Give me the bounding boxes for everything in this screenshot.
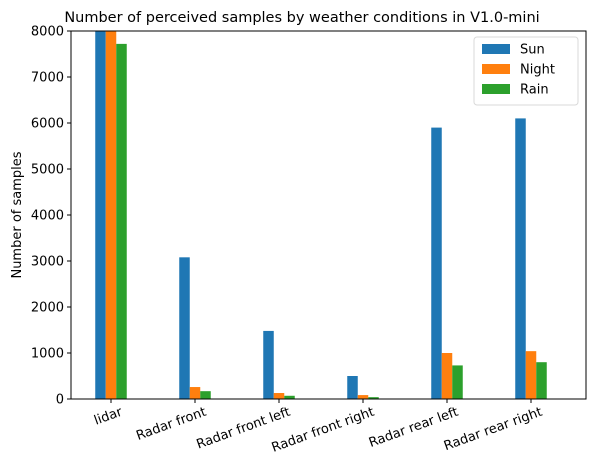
y-axis-ticks: 0 1000 2000 3000 4000 5000 6000 7000 8000	[31, 25, 71, 408]
bar-night-2	[273, 393, 285, 399]
bar-night-5	[525, 351, 537, 399]
bar-rain-1	[200, 391, 211, 399]
y-tick-label: 3000	[31, 255, 64, 270]
y-axis-label: Number of samples	[10, 151, 25, 278]
y-tick-label: 2000	[31, 301, 64, 316]
bar-rain-2	[284, 395, 295, 399]
bar-night-1	[189, 387, 201, 399]
plot-frame	[70, 30, 587, 400]
bar-rain-4	[452, 365, 463, 399]
y-tick-label: 0	[56, 393, 64, 408]
legend-label-night: Night	[520, 63, 555, 78]
bar-sun-1	[179, 257, 190, 399]
bar-sun-2	[263, 330, 274, 399]
legend: Sun Night Rain	[473, 36, 579, 106]
bar-night-0	[105, 31, 117, 399]
legend-swatch-night	[482, 64, 510, 74]
bars-layer	[95, 31, 547, 400]
y-tick-label: 1000	[31, 347, 64, 362]
legend-label-rain: Rain	[520, 83, 549, 98]
bar-rain-3	[368, 397, 379, 399]
bar-sun-0	[95, 31, 106, 399]
y-tick-label: 5000	[31, 163, 64, 178]
legend-swatch-sun	[482, 44, 510, 54]
bar-rain-0	[116, 43, 127, 399]
y-tick-label: 7000	[31, 71, 64, 86]
bar-night-3	[357, 395, 369, 399]
y-tick-label: 8000	[31, 25, 64, 40]
legend-swatch-rain	[482, 84, 510, 94]
chart-title: Number of perceived samples by weather c…	[64, 10, 539, 26]
y-tick-label: 6000	[31, 117, 64, 132]
bar-night-4	[441, 353, 453, 399]
x-tick-label: lidar	[92, 404, 125, 428]
bar-sun-5	[515, 118, 526, 400]
bar-sun-4	[431, 127, 442, 399]
bar-sun-3	[347, 376, 358, 399]
bar-rain-5	[536, 362, 547, 399]
legend-label-sun: Sun	[520, 43, 545, 58]
y-tick-label: 4000	[31, 209, 64, 224]
